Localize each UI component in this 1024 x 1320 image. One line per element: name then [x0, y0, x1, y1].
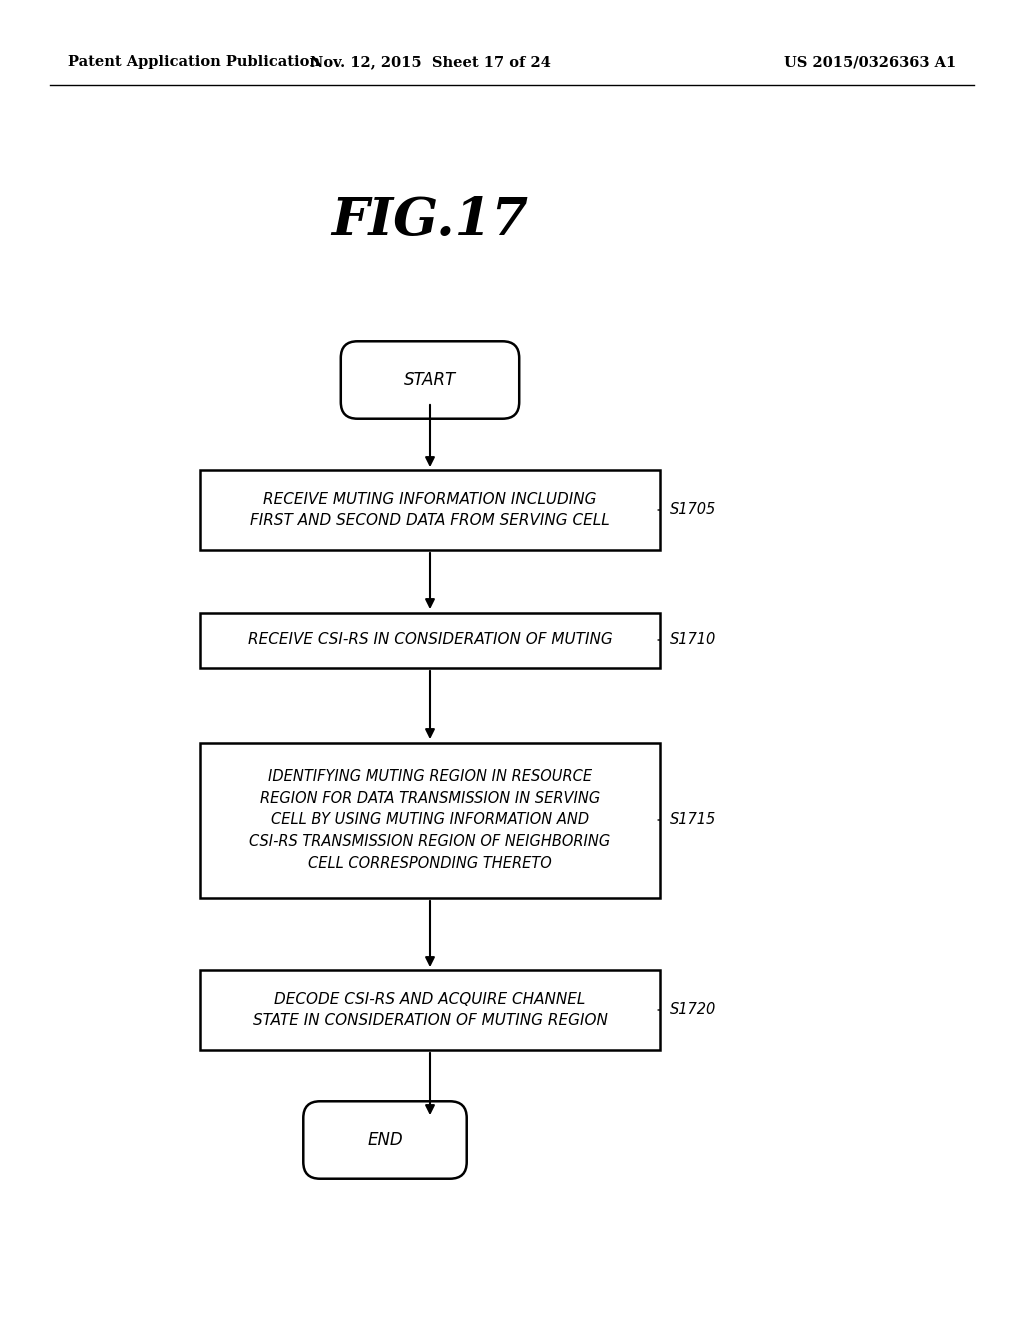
Text: S1715: S1715 — [670, 813, 716, 828]
Text: FIG.17: FIG.17 — [332, 194, 528, 246]
Text: US 2015/0326363 A1: US 2015/0326363 A1 — [784, 55, 956, 69]
Text: S1705: S1705 — [670, 503, 716, 517]
Text: Nov. 12, 2015  Sheet 17 of 24: Nov. 12, 2015 Sheet 17 of 24 — [309, 55, 551, 69]
Text: S1710: S1710 — [670, 632, 716, 648]
Text: S1720: S1720 — [670, 1002, 716, 1018]
Bar — [200, 612, 660, 668]
Text: RECEIVE MUTING INFORMATION INCLUDING
FIRST AND SECOND DATA FROM SERVING CELL: RECEIVE MUTING INFORMATION INCLUDING FIR… — [250, 492, 610, 528]
Bar — [200, 970, 660, 1049]
Text: END: END — [368, 1131, 402, 1148]
Text: DECODE CSI-RS AND ACQUIRE CHANNEL
STATE IN CONSIDERATION OF MUTING REGION: DECODE CSI-RS AND ACQUIRE CHANNEL STATE … — [253, 991, 607, 1028]
Text: Patent Application Publication: Patent Application Publication — [68, 55, 319, 69]
Text: RECEIVE CSI-RS IN CONSIDERATION OF MUTING: RECEIVE CSI-RS IN CONSIDERATION OF MUTIN… — [248, 632, 612, 648]
FancyBboxPatch shape — [341, 342, 519, 418]
Bar — [200, 470, 660, 550]
FancyBboxPatch shape — [303, 1101, 467, 1179]
Text: START: START — [403, 371, 456, 389]
Text: IDENTIFYING MUTING REGION IN RESOURCE
REGION FOR DATA TRANSMISSION IN SERVING
CE: IDENTIFYING MUTING REGION IN RESOURCE RE… — [250, 770, 610, 871]
Bar — [200, 742, 660, 898]
